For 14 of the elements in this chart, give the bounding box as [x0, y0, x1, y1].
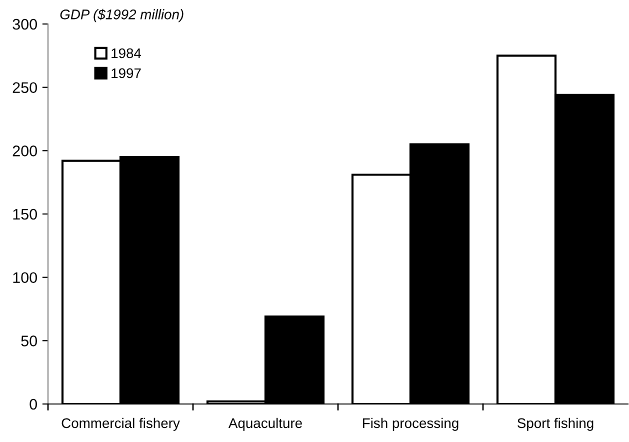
y-axis-title: GDP ($1992 million) [60, 8, 184, 22]
x-tick-label: Fish processing [363, 418, 458, 431]
legend-label: 1984 [112, 48, 142, 58]
legend-label: 1997 [112, 68, 141, 78]
x-tick-label: Sport fishing [518, 418, 594, 431]
y-tick-label: 150 [13, 208, 37, 220]
y-tick-label: 300 [12, 18, 37, 30]
y-tick-label: 50 [21, 336, 37, 346]
y-tick-label: 250 [12, 82, 37, 94]
x-tick-label: Aquaculture [228, 418, 302, 431]
y-tick-label: 100 [13, 272, 37, 284]
x-tick-label: Commercial fishery [62, 418, 180, 431]
y-tick-label: 0 [30, 398, 37, 410]
y-tick-label: 200 [12, 146, 37, 156]
